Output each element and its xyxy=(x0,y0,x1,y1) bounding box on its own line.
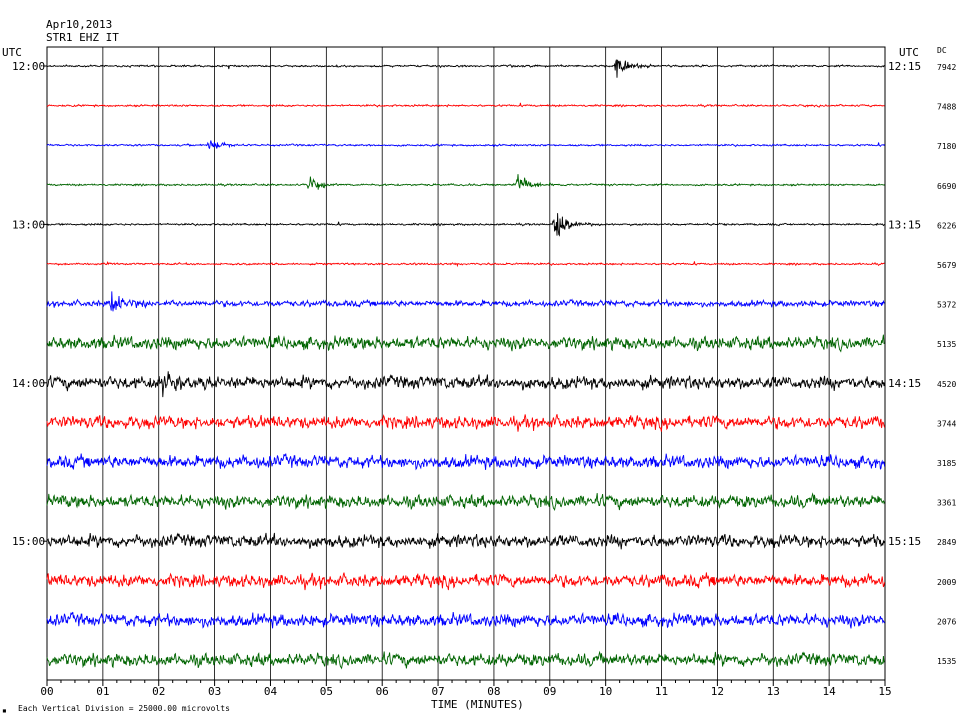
dc-value: 2009 xyxy=(937,578,956,587)
seismic-trace xyxy=(46,102,885,108)
dc-value: 5135 xyxy=(937,340,956,349)
seismic-trace xyxy=(46,650,885,670)
hour-label-right: 14:15 xyxy=(888,377,921,390)
dc-value: 4520 xyxy=(937,380,956,389)
seismic-trace xyxy=(46,492,886,512)
dc-value: 7942 xyxy=(937,63,956,72)
dc-value: 3185 xyxy=(937,459,956,468)
seismic-trace xyxy=(46,611,885,629)
hour-label-right: 15:15 xyxy=(888,535,921,548)
x-tick-label: 11 xyxy=(655,685,668,698)
dc-value: 7488 xyxy=(937,103,956,112)
x-tick-label: 10 xyxy=(599,685,612,698)
seismic-trace xyxy=(46,532,886,550)
x-tick-label: 07 xyxy=(431,685,444,698)
seismic-trace xyxy=(46,453,886,471)
hour-label-right: 12:15 xyxy=(888,60,921,73)
seismic-trace xyxy=(47,59,885,78)
dc-value: 6690 xyxy=(937,182,956,191)
x-tick-label: 15 xyxy=(878,685,891,698)
dc-value: 5679 xyxy=(937,261,956,270)
x-tick-label: 08 xyxy=(487,685,500,698)
x-tick-label: 06 xyxy=(376,685,389,698)
seismic-trace xyxy=(47,371,886,398)
hour-label-right: 13:15 xyxy=(888,218,921,231)
seismic-trace xyxy=(46,334,885,353)
dc-label: DC xyxy=(937,46,947,55)
hour-label-left: 12:00 xyxy=(12,60,45,73)
x-tick-label: 04 xyxy=(264,685,278,698)
x-tick-label: 12 xyxy=(711,685,724,698)
dc-value: 1535 xyxy=(937,657,956,666)
seismic-trace xyxy=(46,291,885,312)
vertical-division-note: Each Vertical Division = 25000.00 microv… xyxy=(18,704,230,713)
dc-value: 2849 xyxy=(937,538,956,547)
chart-date: Apr10,2013 xyxy=(46,18,113,31)
corner-mark: ▪ xyxy=(2,706,7,715)
x-tick-label: 01 xyxy=(96,685,109,698)
seismic-trace xyxy=(46,414,886,432)
seismic-trace xyxy=(46,213,885,237)
x-tick-label: 05 xyxy=(320,685,333,698)
x-tick-label: 13 xyxy=(767,685,780,698)
seismic-trace xyxy=(46,261,885,268)
dc-value: 2076 xyxy=(937,617,956,626)
dc-value: 3361 xyxy=(937,499,956,508)
dc-value: 3744 xyxy=(937,419,956,428)
hour-label-left: 14:00 xyxy=(12,377,45,390)
seismic-trace xyxy=(46,174,885,190)
right-utc-label: UTC xyxy=(899,46,919,59)
x-tick-label: 02 xyxy=(152,685,165,698)
dc-value: 5372 xyxy=(937,301,956,310)
hour-label-left: 13:00 xyxy=(12,218,45,231)
x-tick-label: 03 xyxy=(208,685,221,698)
x-tick-label: 14 xyxy=(823,685,837,698)
x-tick-label: 00 xyxy=(40,685,53,698)
seismic-trace xyxy=(46,140,885,150)
x-tick-label: 09 xyxy=(543,685,556,698)
hour-label-left: 15:00 xyxy=(12,535,45,548)
left-utc-label: UTC xyxy=(2,46,22,59)
seismic-trace xyxy=(46,572,886,591)
plot-frame xyxy=(46,46,886,681)
dc-value: 6226 xyxy=(937,221,956,230)
x-axis-title: TIME (MINUTES) xyxy=(431,698,524,711)
dc-value: 7180 xyxy=(937,142,956,151)
station-code: STR1 EHZ IT xyxy=(46,31,119,44)
